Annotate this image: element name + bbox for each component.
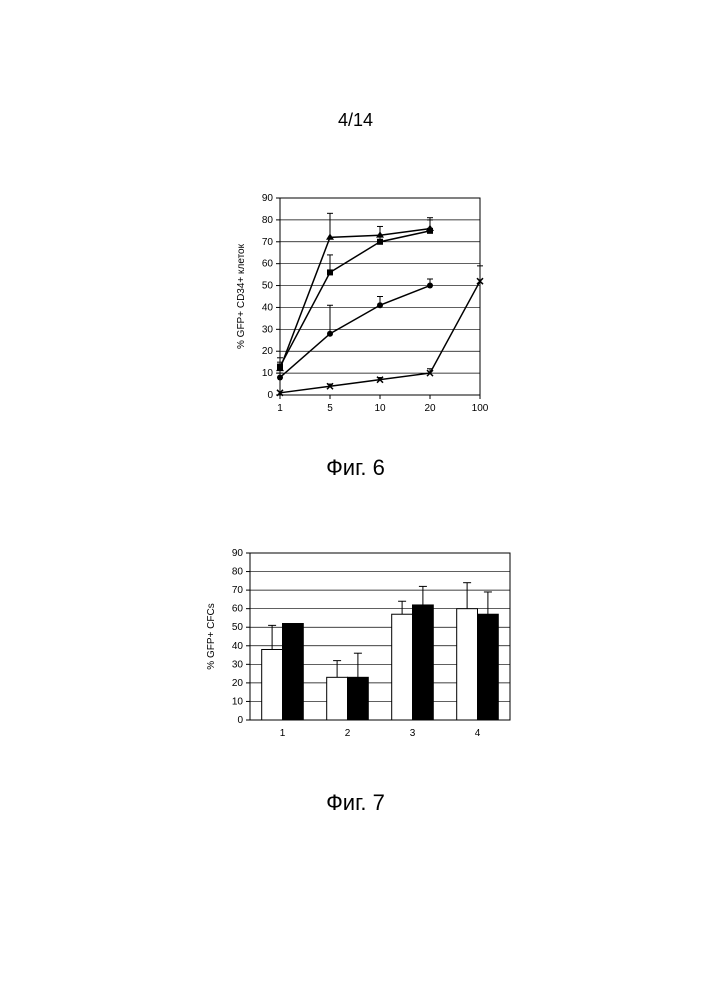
fig7-caption: Фиг. 7 [0,790,711,816]
svg-text:% GFP+ CD34+ клеток: % GFP+ CD34+ клеток [236,243,247,349]
svg-text:20: 20 [262,346,274,357]
svg-text:60: 60 [262,259,274,270]
svg-text:100: 100 [472,403,489,414]
svg-text:30: 30 [262,324,274,335]
svg-text:0: 0 [267,390,273,401]
svg-text:90: 90 [232,548,244,559]
svg-text:5: 5 [327,403,333,414]
svg-text:80: 80 [262,215,274,226]
svg-text:2: 2 [345,728,351,739]
svg-text:10: 10 [232,696,244,707]
svg-text:1: 1 [280,728,286,739]
svg-text:50: 50 [262,281,274,292]
bar-chart: 0 10 20 30 40 50 60 70 80 90 % GFP+ CFCs 1 2 3 4 [200,545,520,745]
svg-text:3: 3 [410,728,416,739]
svg-text:60: 60 [232,604,244,615]
svg-text:0: 0 [237,715,243,726]
svg-text:40: 40 [232,641,244,652]
svg-text:4: 4 [475,728,481,739]
svg-text:70: 70 [262,237,274,248]
svg-text:10: 10 [374,403,386,414]
svg-text:% GFP+ CFCs: % GFP+ CFCs [206,603,217,669]
svg-text:70: 70 [232,585,244,596]
svg-text:40: 40 [262,302,274,313]
svg-text:90: 90 [262,193,274,204]
line-chart: 0 10 20 30 40 50 60 70 80 90 1 5 10 20 100 % GFP+ CD34+… [230,190,490,420]
svg-text:20: 20 [424,403,436,414]
svg-text:10: 10 [262,368,274,379]
svg-text:30: 30 [232,659,244,670]
svg-text:80: 80 [232,567,244,578]
svg-text:1: 1 [277,403,283,414]
svg-text:20: 20 [232,678,244,689]
svg-text:50: 50 [232,622,244,633]
fig6-caption: Фиг. 6 [0,455,711,481]
page-number: 4/14 [0,110,711,131]
